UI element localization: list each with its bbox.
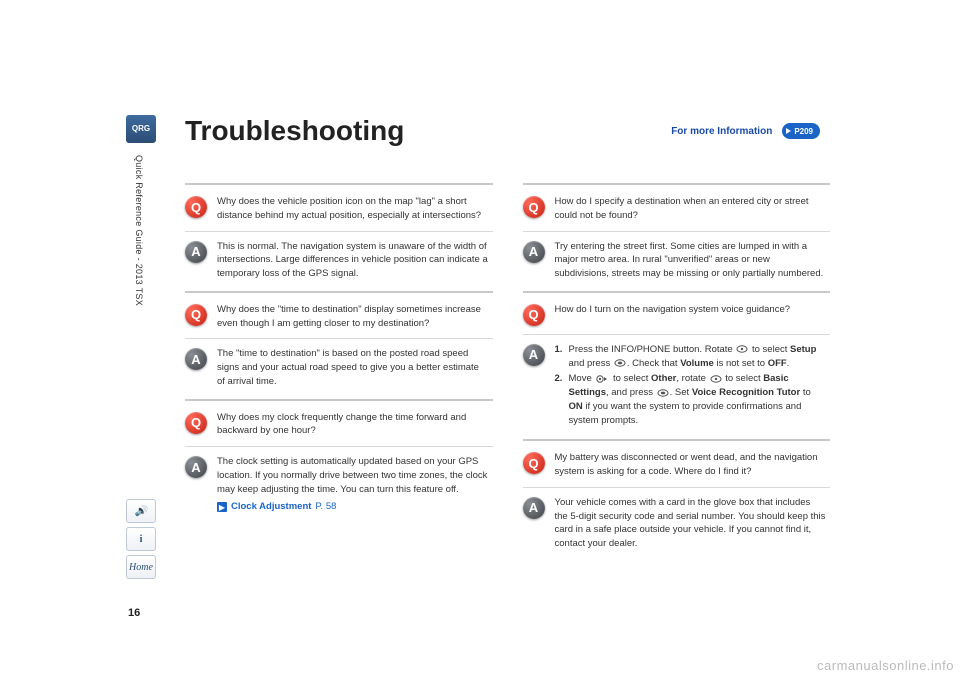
step-text: Move xyxy=(569,373,595,384)
step-text: is not set to xyxy=(714,358,768,369)
qa-column-left: Q Why does the vehicle position icon on … xyxy=(185,183,493,559)
page-title: Troubleshooting xyxy=(185,115,404,147)
answer-row: A The "time to destination" is based on … xyxy=(185,339,493,396)
q-badge-icon: Q xyxy=(523,304,545,326)
step-bold: Voice Recognition Tutor xyxy=(692,387,800,398)
xref-title: Clock Adjustment xyxy=(231,500,311,514)
answer-text: This is normal. The navigation system is… xyxy=(217,240,489,281)
step-item: Move to select Other, rotate to select B… xyxy=(555,372,827,427)
question-row: Q My battery was disconnected or went de… xyxy=(523,443,831,488)
step-text: . xyxy=(787,358,790,369)
step-text: . Check that xyxy=(627,358,680,369)
manual-page: QRG Quick Reference Guide - 2013 TSX 🔊 i… xyxy=(0,0,960,679)
enter-icon xyxy=(614,358,626,368)
a-badge-icon: A xyxy=(523,497,545,519)
answer-text: Press the INFO/PHONE button. Rotate to s… xyxy=(555,343,827,430)
answer-row: A Try entering the street first. Some ci… xyxy=(523,232,831,289)
answer-row: A Press the INFO/PHONE button. Rotate to… xyxy=(523,335,831,438)
cross-reference-link[interactable]: ▶ Clock Adjustment P. 58 xyxy=(217,500,489,514)
step-text: , and press xyxy=(606,387,656,398)
answer-text: Try entering the street first. Some citi… xyxy=(555,240,827,281)
sidebar: QRG Quick Reference Guide - 2013 TSX 🔊 i… xyxy=(122,0,162,679)
question-row: Q Why does the "time to destination" dis… xyxy=(185,295,493,340)
a-badge-icon: A xyxy=(523,344,545,366)
step-bold: Volume xyxy=(680,358,714,369)
question-text: Why does my clock frequently change the … xyxy=(217,411,489,439)
info-icon[interactable]: i xyxy=(126,527,156,551)
step-text: to xyxy=(800,387,811,398)
q-badge-icon: Q xyxy=(185,304,207,326)
a-badge-icon: A xyxy=(185,456,207,478)
xref-arrow-icon: ▶ xyxy=(217,502,227,512)
step-text: to select xyxy=(723,373,764,384)
more-info-link[interactable]: For more Information P209 xyxy=(671,123,820,139)
dial-icon xyxy=(736,344,748,354)
question-text: My battery was disconnected or went dead… xyxy=(555,451,827,479)
step-bold: ON xyxy=(569,401,583,412)
step-item: Press the INFO/PHONE button. Rotate to s… xyxy=(555,343,827,371)
side-icon-group: 🔊 i Home xyxy=(126,495,156,579)
step-text: . Set xyxy=(670,387,692,398)
question-row: Q Why does my clock frequently change th… xyxy=(185,403,493,448)
qa-block: Q Why does the "time to destination" dis… xyxy=(185,291,493,397)
page-header: Troubleshooting For more Information P20… xyxy=(185,115,830,147)
question-text: Why does the vehicle position icon on th… xyxy=(217,195,489,223)
question-row: Q How do I turn on the navigation system… xyxy=(523,295,831,335)
q-badge-icon: Q xyxy=(185,412,207,434)
qa-block: Q Why does my clock frequently change th… xyxy=(185,399,493,523)
answer-row: A The clock setting is automatically upd… xyxy=(185,447,493,522)
question-row: Q Why does the vehicle position icon on … xyxy=(185,187,493,232)
enter-icon xyxy=(657,388,669,398)
voice-icon[interactable]: 🔊 xyxy=(126,499,156,523)
step-text: Press the INFO/PHONE button. Rotate xyxy=(569,344,736,355)
qa-block: Q My battery was disconnected or went de… xyxy=(523,439,831,559)
step-text: if you want the system to provide confir… xyxy=(569,401,802,426)
answer-text: Your vehicle comes with a card in the gl… xyxy=(555,496,827,551)
question-text: How do I turn on the navigation system v… xyxy=(555,303,827,317)
question-text: How do I specify a destination when an e… xyxy=(555,195,827,223)
xref-page: P. 58 xyxy=(315,500,336,514)
step-text: to select xyxy=(610,373,651,384)
question-text: Why does the "time to destination" displ… xyxy=(217,303,489,331)
qa-column-right: Q How do I specify a destination when an… xyxy=(523,183,831,559)
qa-block: Q Why does the vehicle position icon on … xyxy=(185,183,493,289)
a-badge-icon: A xyxy=(523,241,545,263)
home-icon[interactable]: Home xyxy=(126,555,156,579)
more-info-page-ref: P209 xyxy=(794,127,813,136)
move-right-icon xyxy=(595,374,609,384)
a-badge-icon: A xyxy=(185,348,207,370)
step-text: and press xyxy=(569,358,613,369)
qrg-tab[interactable]: QRG xyxy=(126,115,156,143)
arrow-right-icon xyxy=(786,128,791,134)
answer-steps: Press the INFO/PHONE button. Rotate to s… xyxy=(555,343,827,428)
step-text: to select xyxy=(749,344,790,355)
step-bold: Setup xyxy=(790,344,816,355)
section-vertical-title: Quick Reference Guide - 2013 TSX xyxy=(134,155,144,306)
step-bold: OFF xyxy=(768,358,787,369)
answer-row: A Your vehicle comes with a card in the … xyxy=(523,488,831,559)
q-badge-icon: Q xyxy=(523,196,545,218)
step-text: , rotate xyxy=(676,373,708,384)
qa-block: Q How do I specify a destination when an… xyxy=(523,183,831,289)
step-bold: Other xyxy=(651,373,676,384)
answer-text: The "time to destination" is based on th… xyxy=(217,347,489,388)
answer-text: The clock setting is automatically updat… xyxy=(217,455,489,514)
dial-icon xyxy=(710,374,722,384)
qa-columns: Q Why does the vehicle position icon on … xyxy=(185,183,830,559)
answer-body: The clock setting is automatically updat… xyxy=(217,456,487,495)
a-badge-icon: A xyxy=(185,241,207,263)
answer-row: A This is normal. The navigation system … xyxy=(185,232,493,289)
qa-block: Q How do I turn on the navigation system… xyxy=(523,291,831,438)
more-info-label: For more Information xyxy=(671,126,772,137)
q-badge-icon: Q xyxy=(185,196,207,218)
watermark: carmanualsonline.info xyxy=(817,658,954,673)
more-info-page-pill: P209 xyxy=(782,123,820,139)
page-number: 16 xyxy=(128,607,140,619)
q-badge-icon: Q xyxy=(523,452,545,474)
question-row: Q How do I specify a destination when an… xyxy=(523,187,831,232)
